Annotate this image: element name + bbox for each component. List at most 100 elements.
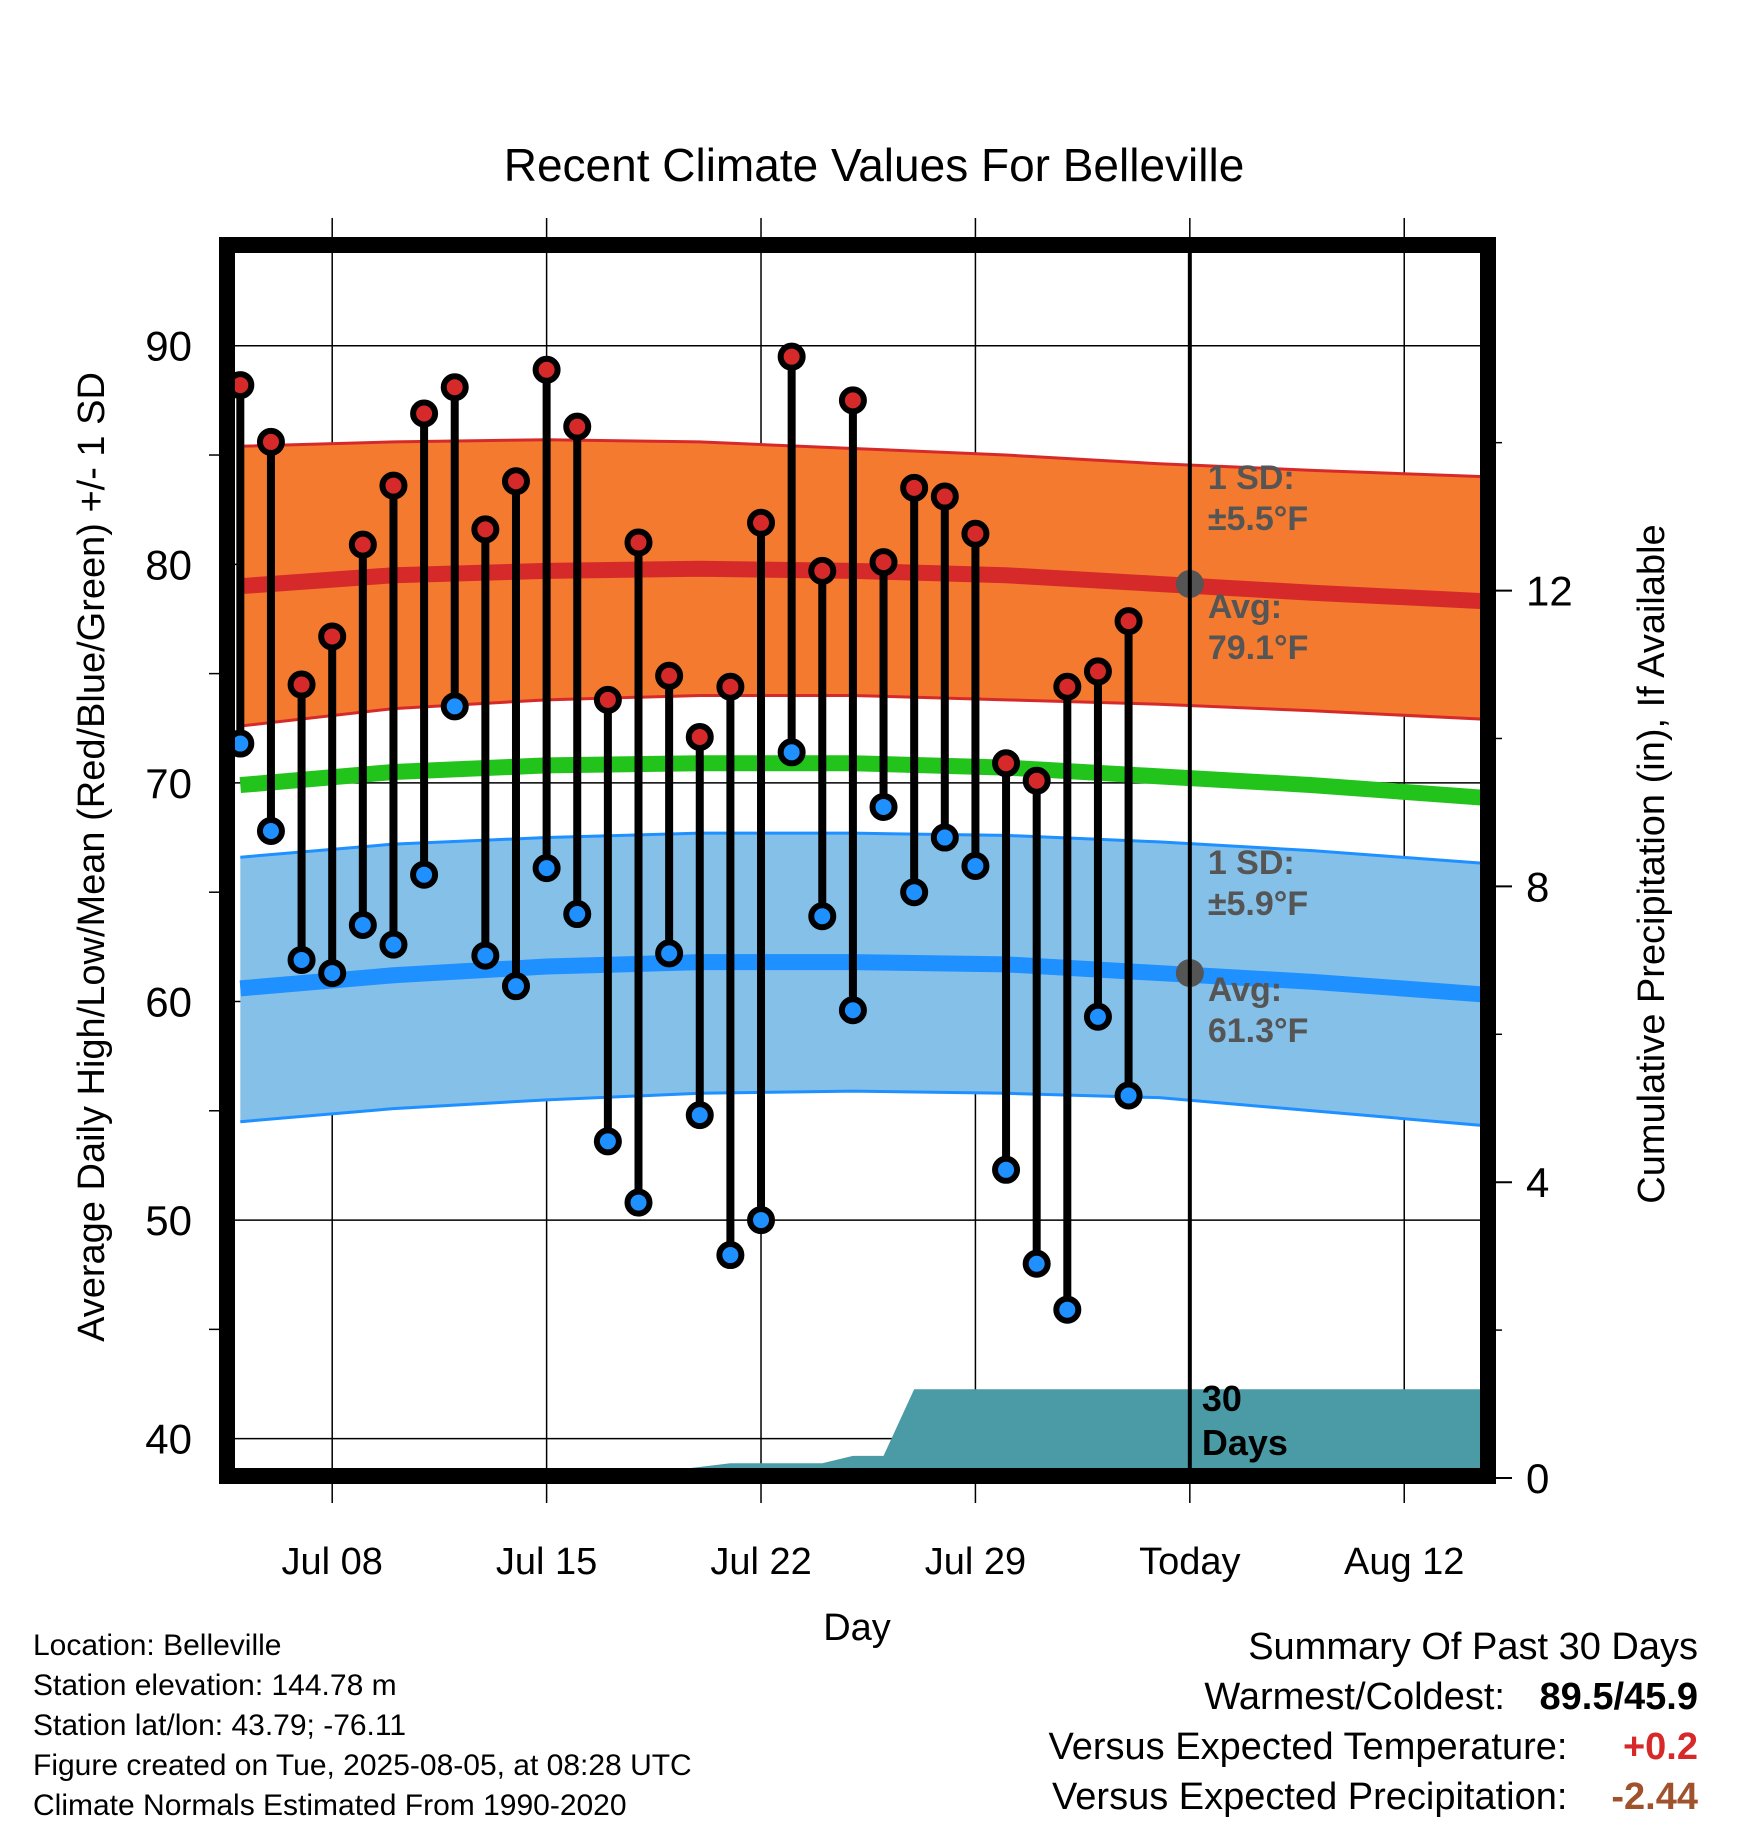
low-point — [716, 1241, 745, 1270]
low-point — [1053, 1295, 1082, 1324]
low-point — [318, 959, 347, 988]
high-point — [808, 556, 837, 585]
y-axis-label: Average Daily High/Low/Mean (Red/Blue/Gr… — [71, 372, 113, 1342]
chart-title: Recent Climate Values For Belleville — [503, 139, 1245, 191]
x-tick-label-1: Jul 15 — [496, 1541, 597, 1583]
high-point — [747, 508, 776, 537]
high-point — [992, 749, 1021, 778]
plot-frame — [219, 237, 1496, 1484]
high-point — [961, 519, 990, 548]
high-sd-band — [240, 439, 1490, 727]
low-sd-band — [240, 833, 1490, 1127]
low-point — [379, 930, 408, 959]
low-point — [961, 851, 990, 880]
low-point — [747, 1206, 776, 1235]
low-point — [256, 816, 285, 845]
y-tick-label-80: 80 — [145, 541, 192, 588]
x-tick-label-2: Jul 22 — [710, 1541, 811, 1583]
low-point — [1083, 1002, 1112, 1031]
x-axis-label: Day — [823, 1607, 891, 1649]
x-tick-label-4: Today — [1139, 1541, 1240, 1583]
high-point — [318, 622, 347, 651]
high-point — [1114, 607, 1143, 636]
summary-warmest-row: Warmest/Coldest: 89.5/45.9 — [1049, 1672, 1698, 1722]
low-point — [838, 996, 867, 1025]
warmest-value: 89.5/45.9 — [1539, 1676, 1698, 1718]
high-avg-label: Avg: — [1208, 588, 1282, 626]
low-point — [685, 1101, 714, 1130]
low-point — [655, 939, 684, 968]
low-point — [930, 823, 959, 852]
temp-label: Versus Expected Temperature: — [1048, 1726, 1568, 1768]
y-tick-label-50: 50 — [145, 1197, 192, 1244]
location-text: Location: Belleville — [33, 1629, 282, 1662]
precip-value: -2.44 — [1611, 1776, 1698, 1818]
low-point — [287, 945, 316, 974]
high-point — [624, 528, 653, 557]
high-point — [838, 386, 867, 415]
high-point — [655, 661, 684, 690]
low-point — [992, 1155, 1021, 1184]
x-tick-label-3: Jul 29 — [925, 1541, 1026, 1583]
summary-heading: Summary Of Past 30 Days — [1248, 1626, 1698, 1668]
summary-panel: Summary Of Past 30 Days Warmest/Coldest:… — [1049, 1622, 1698, 1822]
temp-value: +0.2 — [1622, 1726, 1698, 1768]
low-point — [869, 792, 898, 821]
precipitation-area — [225, 1389, 1490, 1478]
y2-tick-label-4: 4 — [1526, 1159, 1549, 1206]
low-point — [593, 1127, 622, 1156]
precip-window-label-1: 30 — [1202, 1378, 1242, 1419]
high-point — [1022, 766, 1051, 795]
y-tick-label-40: 40 — [145, 1416, 192, 1463]
low-point — [471, 941, 500, 970]
y2-tick-label-8: 8 — [1526, 863, 1549, 910]
precip-window-label-2: Days — [1202, 1422, 1288, 1463]
precip-label: Versus Expected Precipitation: — [1052, 1776, 1568, 1818]
high-point — [1053, 672, 1082, 701]
y-tick-label-60: 60 — [145, 978, 192, 1025]
y2-axis-label: Cumulative Precipitation (in), If Availa… — [1631, 524, 1673, 1203]
y2-tick-label-0: 0 — [1526, 1455, 1549, 1502]
high-point — [777, 342, 806, 371]
high-point — [471, 515, 500, 544]
x-tick-label-5: Aug 12 — [1344, 1541, 1464, 1583]
low-point — [563, 900, 592, 929]
high-point — [563, 412, 592, 441]
high-sd-value: ±5.5°F — [1208, 500, 1308, 538]
low-point — [501, 972, 530, 1001]
normals-text: Climate Normals Estimated From 1990-2020 — [33, 1789, 627, 1822]
high-avg-value: 79.1°F — [1208, 629, 1309, 667]
created-text: Figure created on Tue, 2025-08-05, at 08… — [33, 1749, 692, 1782]
high-point — [348, 530, 377, 559]
high-point — [410, 399, 439, 428]
high-point — [930, 482, 959, 511]
y2-tick-label-12: 12 — [1526, 568, 1573, 615]
low-point — [624, 1188, 653, 1217]
low-point — [900, 878, 929, 907]
high-point — [379, 471, 408, 500]
low-avg-label: Avg: — [1208, 971, 1282, 1009]
low-point — [1022, 1249, 1051, 1278]
low-point — [410, 860, 439, 889]
axes: 40 50 60 70 80 90 0 4 8 12 Jul 08 Jul 15 Jul 22 Jul 2… — [71, 237, 1673, 1649]
station-info: Location: Belleville Station elevation: … — [33, 1626, 692, 1826]
warmest-label: Warmest/Coldest: — [1204, 1676, 1505, 1718]
summary-precip-row: Versus Expected Precipitation: -2.44 — [1049, 1772, 1698, 1822]
low-point — [1114, 1081, 1143, 1110]
high-point — [1083, 657, 1112, 686]
high-point — [287, 670, 316, 699]
high-sd-label: 1 SD: — [1208, 459, 1295, 497]
low-point — [440, 692, 469, 721]
y-tick-label-70: 70 — [145, 760, 192, 807]
low-point — [348, 910, 377, 939]
high-point — [900, 473, 929, 502]
high-point — [716, 672, 745, 701]
x-tick-label-0: Jul 08 — [282, 1541, 383, 1583]
high-point — [440, 373, 469, 402]
low-avg-value: 61.3°F — [1208, 1012, 1309, 1050]
precip-cumulative-area — [225, 1389, 1490, 1478]
high-point — [685, 723, 714, 751]
low-sd-value: ±5.9°F — [1208, 885, 1308, 923]
